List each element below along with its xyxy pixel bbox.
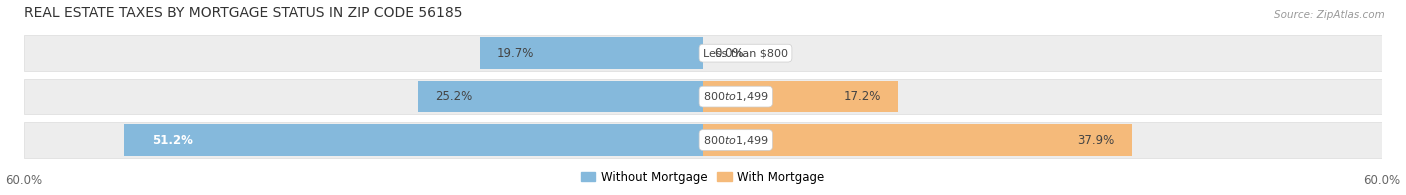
Text: 37.9%: 37.9% — [1077, 134, 1115, 147]
Legend: Without Mortgage, With Mortgage: Without Mortgage, With Mortgage — [576, 166, 830, 188]
Text: 0.0%: 0.0% — [714, 47, 744, 60]
Text: $800 to $1,499: $800 to $1,499 — [703, 134, 769, 147]
Text: Source: ZipAtlas.com: Source: ZipAtlas.com — [1274, 10, 1385, 20]
Bar — [703, 124, 1132, 156]
Bar — [124, 124, 703, 156]
Text: REAL ESTATE TAXES BY MORTGAGE STATUS IN ZIP CODE 56185: REAL ESTATE TAXES BY MORTGAGE STATUS IN … — [24, 5, 463, 20]
Bar — [24, 35, 1382, 71]
Bar — [24, 79, 1382, 114]
Text: 51.2%: 51.2% — [152, 134, 193, 147]
Text: 17.2%: 17.2% — [844, 90, 880, 103]
Bar — [24, 122, 1382, 158]
Bar — [479, 37, 703, 69]
Text: Less than $800: Less than $800 — [703, 48, 787, 58]
Text: 25.2%: 25.2% — [434, 90, 472, 103]
Bar — [703, 81, 897, 112]
Text: $800 to $1,499: $800 to $1,499 — [703, 90, 769, 103]
Text: 19.7%: 19.7% — [498, 47, 534, 60]
Bar — [418, 81, 703, 112]
